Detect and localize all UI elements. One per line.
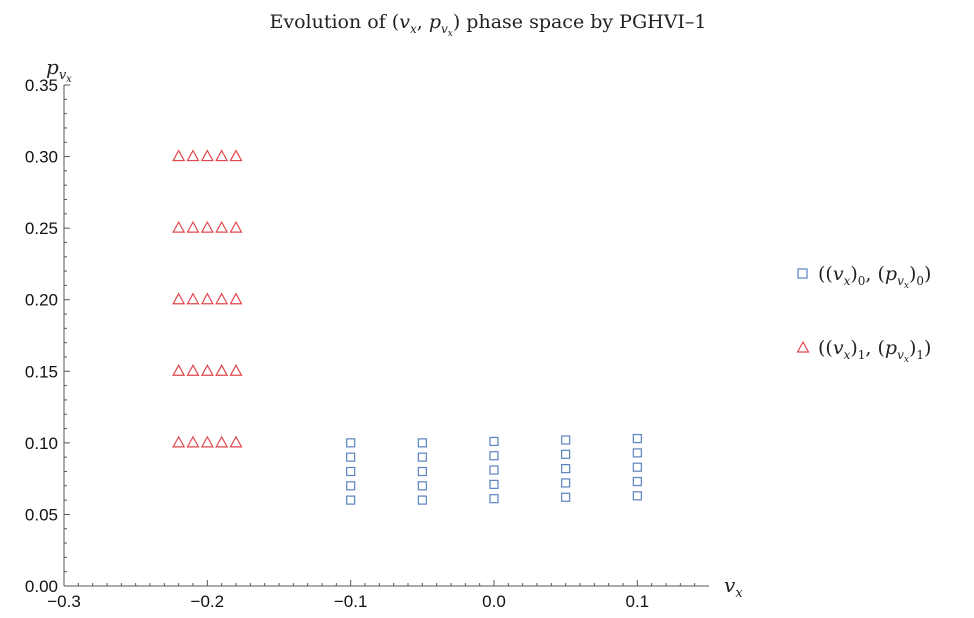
data-point-series-1 bbox=[172, 364, 186, 376]
ticks-layer: −0.3 −0.2 −0.1 0.0 0.1 0.00 0.05 0.10 0.15 0.20 0.… bbox=[25, 76, 696, 611]
x-axis-label: vx bbox=[724, 573, 743, 601]
y-tick-label: 0.35 bbox=[25, 76, 58, 95]
data-point-series-0 bbox=[632, 462, 642, 472]
data-point-series-1 bbox=[215, 220, 229, 233]
data-point-series-1 bbox=[229, 149, 243, 162]
data-point-series-0 bbox=[489, 494, 499, 504]
data-point-series-0 bbox=[632, 448, 642, 458]
data-point-series-0 bbox=[561, 464, 571, 474]
legend-marker-triangle bbox=[796, 340, 810, 353]
x-tick-label: −0.3 bbox=[47, 592, 81, 611]
data-point-series-0 bbox=[632, 433, 642, 444]
legend-label-series-1: ((vx)1, (pvx)1) bbox=[818, 337, 931, 365]
legend-label-series-0: ((vx)0, (pvx)0) bbox=[818, 263, 931, 291]
data-point-series-1 bbox=[200, 364, 214, 376]
data-point-series-0 bbox=[561, 478, 571, 488]
data-point-series-1 bbox=[229, 220, 243, 233]
y-tick-label: 0.30 bbox=[25, 148, 58, 167]
y-tick-label: 0.10 bbox=[25, 434, 58, 453]
y-tick-label: 0.20 bbox=[25, 291, 58, 310]
data-point-series-1 bbox=[186, 149, 200, 162]
data-point-series-0 bbox=[346, 438, 356, 448]
data-point-series-1 bbox=[186, 364, 200, 376]
x-tick-label: 0.1 bbox=[626, 592, 650, 611]
legend: ((vx)0, (pvx)0) ((vx)1, (pvx)1) bbox=[796, 263, 931, 365]
data-point-series-0 bbox=[489, 465, 499, 475]
data-point-series-1 bbox=[172, 149, 186, 162]
points-layer bbox=[172, 149, 642, 505]
y-tick-label: 0.15 bbox=[25, 362, 58, 381]
data-point-series-1 bbox=[200, 149, 214, 162]
data-point-series-0 bbox=[417, 466, 427, 477]
data-point-series-0 bbox=[489, 436, 499, 447]
data-point-series-0 bbox=[417, 481, 427, 491]
data-point-series-1 bbox=[200, 220, 214, 233]
data-point-series-1 bbox=[172, 220, 186, 233]
x-tick-label: −0.2 bbox=[191, 592, 225, 611]
data-point-series-0 bbox=[417, 495, 427, 505]
data-point-series-0 bbox=[632, 476, 642, 487]
legend-marker-square bbox=[797, 268, 808, 279]
data-point-series-1 bbox=[215, 292, 229, 305]
data-point-series-1 bbox=[215, 149, 229, 162]
y-tick-label: 0.25 bbox=[25, 219, 58, 238]
data-point-series-1 bbox=[200, 435, 214, 448]
data-point-series-1 bbox=[229, 364, 243, 376]
data-point-series-1 bbox=[200, 292, 214, 305]
data-point-series-1 bbox=[172, 292, 186, 305]
data-point-series-1 bbox=[215, 364, 229, 376]
data-point-series-0 bbox=[346, 452, 356, 462]
y-tick-label: 0.05 bbox=[25, 505, 58, 524]
data-point-series-0 bbox=[489, 479, 499, 489]
data-point-series-1 bbox=[186, 220, 200, 233]
data-point-series-0 bbox=[561, 435, 571, 445]
y-axis-label: pvx bbox=[46, 55, 72, 85]
data-point-series-0 bbox=[561, 449, 571, 459]
data-point-series-0 bbox=[561, 492, 571, 502]
x-tick-label: −0.1 bbox=[334, 592, 368, 611]
data-point-series-0 bbox=[417, 438, 427, 448]
y-tick-label: 0.00 bbox=[25, 577, 58, 596]
data-point-series-1 bbox=[215, 435, 229, 448]
chart-title: Evolution of (vx, pvx) phase space by PG… bbox=[269, 11, 706, 39]
data-point-series-0 bbox=[346, 481, 356, 491]
data-point-series-1 bbox=[186, 435, 200, 448]
data-point-series-0 bbox=[346, 466, 356, 477]
data-point-series-1 bbox=[229, 435, 243, 448]
data-point-series-1 bbox=[229, 292, 243, 305]
data-point-series-0 bbox=[417, 452, 427, 462]
data-point-series-0 bbox=[346, 495, 356, 505]
data-point-series-1 bbox=[186, 292, 200, 305]
data-point-series-1 bbox=[172, 435, 186, 448]
data-point-series-0 bbox=[632, 491, 642, 501]
x-tick-label: 0.0 bbox=[482, 592, 506, 611]
data-point-series-0 bbox=[489, 451, 499, 461]
